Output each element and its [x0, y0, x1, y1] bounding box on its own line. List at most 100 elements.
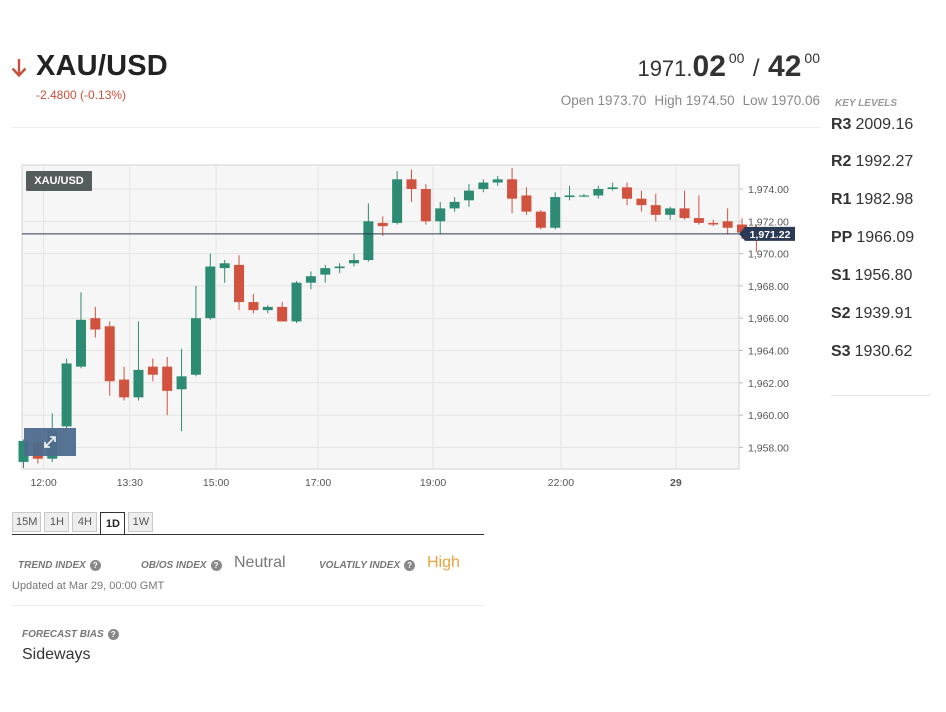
candle: [535, 209, 546, 230]
candle-body: [722, 221, 733, 228]
candle-body: [104, 326, 115, 382]
volatility-index-value: High: [427, 554, 460, 571]
candle: [435, 201, 446, 235]
key-level-label: S3: [831, 343, 851, 360]
candle-body: [147, 366, 158, 375]
candle-body: [190, 318, 201, 375]
last-price-marker: 1,971.22: [22, 226, 795, 241]
candle: [190, 285, 201, 377]
candle: [248, 293, 259, 314]
chart-grid: [22, 165, 739, 469]
key-level-value: 1956.80: [854, 267, 913, 284]
key-level-value: 2009.16: [855, 116, 914, 133]
y-tick-label: 1,962.00: [748, 378, 789, 390]
x-axis: 12:00 13:30 15:00 17:00 19:00 22:00 29: [30, 477, 681, 489]
candle: [392, 171, 403, 225]
candle: [90, 306, 101, 338]
candle: [119, 366, 130, 401]
candle-body: [435, 208, 446, 222]
candle: [291, 281, 302, 324]
candle-body: [679, 208, 690, 219]
candle-body: [449, 201, 460, 209]
trend-index-label: TREND INDEX?: [18, 560, 101, 571]
tab-1w[interactable]: 1W: [128, 512, 154, 532]
candle: [262, 305, 273, 314]
key-level-label: S2: [831, 305, 851, 322]
candle-body: [61, 363, 72, 427]
key-level-r2: R2 1992.27: [831, 153, 913, 171]
candle: [492, 176, 503, 186]
candle: [693, 195, 704, 225]
candle-body: [535, 211, 546, 228]
candle: [636, 190, 647, 212]
quote-price: 1971.02 00 / 42 00: [637, 50, 820, 84]
key-levels-divider: [831, 395, 931, 396]
key-level-s1: S1 1956.80: [831, 267, 912, 285]
candle-body: [377, 222, 388, 227]
instrument-symbol: XAU/USD: [36, 50, 168, 82]
candle: [478, 179, 489, 193]
obos-index-text: OB/OS INDEX: [141, 560, 207, 571]
obos-index-value: Neutral: [234, 554, 286, 571]
key-level-label: R3: [831, 116, 852, 133]
candle: [147, 358, 158, 382]
candle-body: [593, 189, 604, 196]
candle: [578, 193, 589, 198]
candle-body: [248, 302, 259, 311]
candle: [234, 255, 245, 311]
candle: [564, 185, 575, 201]
candle-body: [291, 282, 302, 322]
help-icon[interactable]: ?: [89, 560, 101, 571]
candle: [133, 321, 144, 401]
tab-15m[interactable]: 15M: [12, 512, 42, 532]
last-price-tag: [739, 226, 795, 241]
candle: [320, 264, 331, 283]
obos-index-label: OB/OS INDEX?: [141, 560, 222, 571]
x-tick-label: 17:00: [305, 477, 331, 489]
candle-body: [205, 266, 216, 319]
candle-body: [133, 369, 144, 398]
tab-1d[interactable]: 1D: [100, 512, 126, 535]
candle: [665, 206, 676, 220]
x-tick-label: 15:00: [203, 477, 229, 489]
bid-integer: 1971.: [637, 56, 693, 81]
price-chart[interactable]: 1,974.00 1,972.00 1,970.00 1,968.00 1,966.00…: [0, 160, 800, 495]
x-tick-label: 19:00: [420, 477, 446, 489]
help-icon[interactable]: ?: [210, 560, 222, 571]
volatility-index-text: VOLATILY INDEX: [319, 560, 401, 571]
key-level-label: R2: [831, 153, 852, 170]
y-tick-label: 1,966.00: [748, 313, 789, 325]
candle-body: [277, 306, 288, 322]
candle-body: [219, 263, 230, 269]
price-change: -2.4800 (-0.13%): [36, 88, 127, 102]
key-level-pp: PP 1966.09: [831, 229, 914, 247]
candle-body: [305, 276, 316, 283]
tab-1h[interactable]: 1H: [44, 512, 70, 532]
help-icon[interactable]: ?: [404, 560, 416, 571]
y-tick-label: 1,972.00: [748, 216, 789, 228]
expand-chart-button[interactable]: [24, 428, 76, 456]
candle-body: [521, 195, 532, 212]
candle-body: [607, 187, 618, 189]
candle: [334, 263, 345, 273]
forecast-bias-value: Sideways: [22, 646, 91, 663]
candle: [550, 192, 561, 230]
candle-body: [737, 224, 747, 233]
candle-body: [349, 260, 360, 264]
key-level-value: 1939.91: [854, 305, 913, 322]
candle-body: [708, 222, 719, 225]
trend-index-text: TREND INDEX: [18, 560, 86, 571]
candle: [722, 208, 733, 235]
y-tick-label: 1,960.00: [748, 410, 789, 422]
candle-body: [320, 268, 331, 275]
help-icon[interactable]: ?: [107, 629, 119, 640]
tab-4h[interactable]: 4H: [72, 512, 98, 532]
candle: [463, 184, 474, 207]
arrow-down-icon: [11, 59, 27, 78]
candle: [61, 358, 72, 432]
y-axis: 1,974.00 1,972.00 1,970.00 1,968.00 1,966.00…: [739, 184, 789, 454]
ask-big-digits: 42: [768, 50, 802, 83]
ohl-stats: Open 1973.70 High 1974.50 Low 1970.06: [553, 93, 820, 108]
candle-body: [665, 208, 676, 215]
candle: [622, 182, 633, 206]
